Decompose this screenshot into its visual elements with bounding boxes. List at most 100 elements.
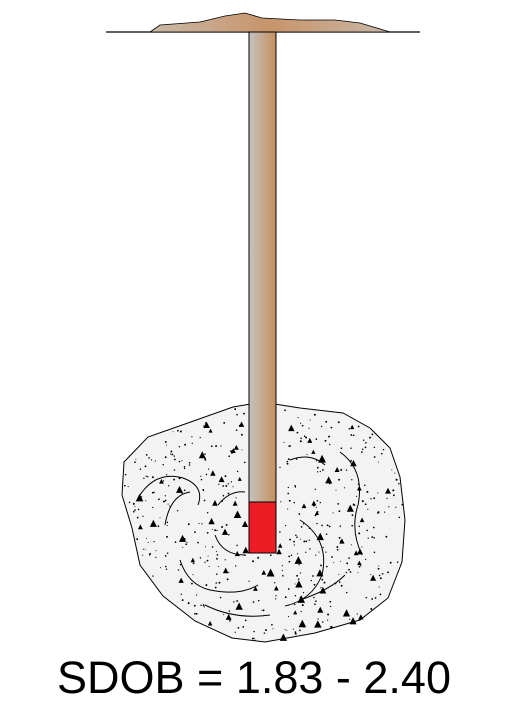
rubble-speck [222,494,225,497]
rubble-speck [144,465,147,468]
rubble-speck [350,434,353,436]
rubble-speck [142,515,144,517]
rubble-speck [242,625,245,628]
rubble-speck [286,460,289,463]
rubble-speck [181,599,184,602]
rubble-speck [299,440,302,443]
rubble-speck [398,482,400,485]
rubble-speck [312,575,314,577]
rubble-speck [134,461,136,464]
rubble-speck [365,441,367,444]
rubble-speck [323,581,326,584]
rubble-speck [284,629,286,631]
rubble-speck [336,548,339,551]
rubble-speck [227,492,230,495]
rubble-speck [361,500,364,503]
rubble-fragment [307,437,313,443]
rubble-speck [325,533,328,535]
rubble-fragment [342,609,351,617]
rubble-fragment [276,548,282,555]
rubble-fragment [349,617,357,625]
rubble-speck [234,502,237,505]
rubble-speck [395,478,398,481]
rubble-speck [305,551,307,553]
rubble-speck [187,523,190,526]
rubble-speck [182,546,184,548]
rubble-speck [236,413,238,416]
rubble-speck [169,505,171,507]
rubble-speck [228,455,231,458]
rubble-speck [143,477,145,480]
rubble-fragment [261,570,267,575]
rubble-speck [272,628,274,630]
rubble-speck [127,486,129,488]
rubble-speck [362,439,365,441]
rubble-speck [216,554,219,556]
rubble-speck [294,485,296,487]
rubble-speck [299,538,301,540]
rubble-speck [364,503,367,506]
rubble-speck [218,581,221,584]
rubble-speck [174,458,176,461]
rubble-speck [204,453,206,455]
rubble-fragment [358,614,364,620]
rubble-speck [230,481,233,483]
rubble-speck [244,619,247,622]
rubble-speck [170,450,173,453]
rubble-speck [355,495,358,497]
rubble-speck [206,532,209,534]
rubble-speck [186,541,188,543]
rubble-speck [265,629,267,632]
rubble-speck [320,564,322,567]
rubble-speck [230,450,233,453]
rubble-speck [313,413,316,416]
rubble-fragment [176,485,183,493]
rubble-speck [224,559,226,561]
rubble-speck [136,538,139,541]
rubble-speck [202,489,205,491]
rubble-fragment [314,510,319,515]
rubble-speck [364,484,366,487]
rubble-speck [378,574,381,577]
rubble-speck [371,433,374,436]
rubble-speck [371,598,374,600]
rubble-fragment [370,574,377,581]
rubble-speck [252,560,254,563]
rubble-speck [293,603,296,606]
rubble-fragment [317,606,324,613]
rubble-fragment [350,424,355,430]
rubble-speck [302,591,305,594]
rubble-speck [200,604,202,607]
rubble-fragment [293,610,298,615]
rubble-speck [202,604,205,607]
rubble-speck [152,506,154,509]
rubble-speck [318,551,320,553]
rubble-fragment [325,476,333,484]
rubble-speck [159,517,161,519]
rubble-speck [124,484,126,487]
rubble-fragment [314,620,322,628]
rubble-speck [286,629,288,631]
rubble-speck [215,582,217,584]
rubble-speck [305,436,308,439]
rubble-speck [187,602,190,605]
rubble-speck [389,561,392,564]
rubble-speck [348,428,351,430]
rubble-speck [370,498,372,500]
rubble-speck [294,632,297,635]
rubble-fragment [294,556,303,564]
rubble-speck [331,556,333,558]
rubble-speck [377,492,379,494]
rubble-speck [350,544,352,546]
rubble-speck [281,569,283,572]
rubble-speck [178,445,181,448]
rubble-speck [180,593,183,596]
rubble-speck [279,531,281,533]
rubble-speck [320,425,323,428]
rubble-speck [148,457,150,459]
rubble-speck [191,582,193,585]
rubble-speck [288,555,291,558]
rubble-speck [329,443,331,446]
rubble-speck [327,619,329,621]
rubble-fragment [334,467,340,473]
